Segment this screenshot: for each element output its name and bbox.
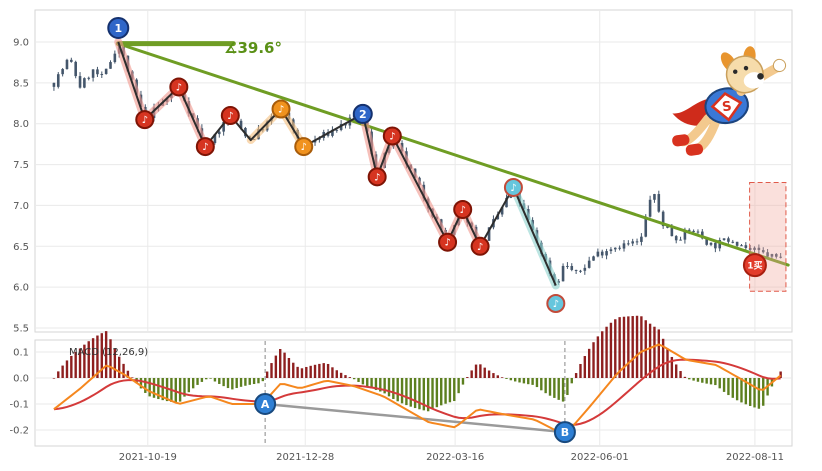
price-axis-tick: 7.5 <box>13 160 29 171</box>
date-axis-tick: 2022-03-16 <box>426 452 484 463</box>
date-axis-tick: 2021-10-19 <box>119 452 177 463</box>
price-axis-tick: 6.0 <box>13 283 29 294</box>
svg-text:♪: ♪ <box>374 172 380 183</box>
macd-axis-tick: -0.1 <box>9 400 29 411</box>
price-axis-tick: 7.0 <box>13 201 29 212</box>
divergence-connector-line <box>265 402 566 434</box>
buy-signal-layer: 1买 <box>742 182 787 292</box>
macd-lines-layer <box>53 343 782 436</box>
svg-text:♪: ♪ <box>389 131 395 142</box>
macd-axis-tick: 0.1 <box>13 348 29 359</box>
wave-marker-note-red: ♪ <box>438 232 458 252</box>
zigzag-wave-line <box>117 41 557 286</box>
wave-marker-note-red: ♪ <box>195 137 215 157</box>
trendline-layer <box>115 41 790 267</box>
wave-marker-note-orange: ♪ <box>294 137 314 157</box>
svg-text:1买: 1买 <box>747 261 762 272</box>
date-axis-tick: 2022-08-11 <box>726 452 784 463</box>
date-axis-tick: 2022-06-01 <box>571 452 629 463</box>
macd-points-layer: AB <box>254 393 576 444</box>
wave-marker-note-teal: ♪ <box>503 177 523 197</box>
svg-text:♪: ♪ <box>142 115 148 126</box>
svg-text:B: B <box>561 426 569 439</box>
price-axis-tick: 9.0 <box>13 38 29 49</box>
svg-text:A: A <box>261 398 270 411</box>
wave-line-layer <box>117 41 557 286</box>
wave-marker-note-red: ♪ <box>169 77 189 97</box>
svg-text:♪: ♪ <box>510 183 516 194</box>
wave-marker-note-teal: ♪ <box>546 294 566 314</box>
svg-text:♪: ♪ <box>444 238 450 249</box>
wave-marker-note-red: ♪ <box>220 106 240 126</box>
axis-labels-layer: 9.0 8.5 8.0 7.5 7.0 6.5 6.0 5.5 0.1 0.0 -0.1 -0.2 20… <box>9 38 783 464</box>
wave-marker-1: 1 <box>107 17 130 39</box>
svg-text:♪: ♪ <box>176 82 182 93</box>
svg-text:1: 1 <box>114 22 122 35</box>
date-axis-tick: 2021-12-28 <box>276 452 334 463</box>
wave-markers-layer: 1 ♪ ♪ ♪ ♪ ♪ ♪ 2 ♪ ♪ ♪ ♪ ♪ ♪ ♪ <box>107 17 566 314</box>
angle-annotation: ∡39.6° <box>224 39 282 57</box>
svg-text:♪: ♪ <box>553 299 559 310</box>
buy-badge[interactable]: 1买 <box>742 253 767 278</box>
dea-line <box>53 358 781 426</box>
wave-marker-note-red: ♪ <box>135 110 155 130</box>
macd-axis-tick: -0.2 <box>9 426 29 437</box>
wave-marker-note-red: ♪ <box>367 167 387 187</box>
svg-text:2: 2 <box>359 108 367 121</box>
price-axis-tick: 8.0 <box>13 119 29 130</box>
wave-marker-2: 2 <box>352 103 373 124</box>
svg-text:♪: ♪ <box>227 111 233 122</box>
macd-point-B: B <box>553 421 576 444</box>
grid-layer <box>34 9 793 447</box>
svg-text:♪: ♪ <box>301 142 307 153</box>
wave-marker-note-red: ♪ <box>453 200 473 220</box>
svg-text:♪: ♪ <box>460 205 466 216</box>
price-axis-tick: 8.5 <box>13 78 29 89</box>
svg-text:♪: ♪ <box>477 242 483 253</box>
downtrend-line <box>116 42 790 267</box>
dif-line <box>53 343 782 436</box>
macd-point-A: A <box>254 393 277 415</box>
price-axis-tick: 5.5 <box>13 324 29 335</box>
svg-text:♪: ♪ <box>202 142 208 153</box>
wave-marker-note-red: ♪ <box>382 126 402 146</box>
macd-axis-tick: 0.0 <box>13 374 29 385</box>
svg-text:♪: ♪ <box>278 105 284 116</box>
macd-parameters-label: MACD (12,26,9) <box>69 347 148 358</box>
price-axis-tick: 6.5 <box>13 242 29 253</box>
wave-marker-note-red: ♪ <box>470 236 490 256</box>
wave-marker-note-orange: ♪ <box>271 99 291 119</box>
